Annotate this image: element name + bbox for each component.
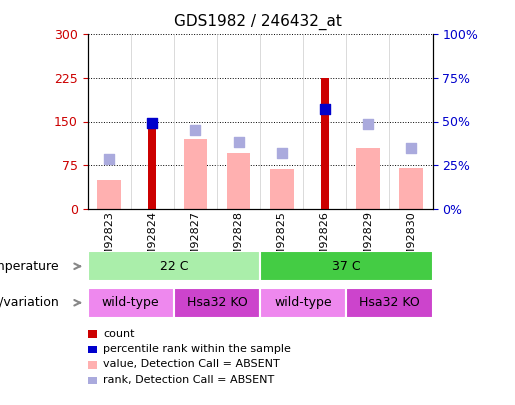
Text: temperature: temperature: [0, 260, 59, 273]
Text: percentile rank within the sample: percentile rank within the sample: [103, 344, 291, 354]
Point: [278, 150, 286, 157]
Bar: [88, 251, 260, 281]
Point: [364, 121, 372, 128]
Text: count: count: [103, 329, 134, 339]
Text: wild-type: wild-type: [274, 296, 332, 309]
Bar: [227, 153, 250, 209]
Text: 22 C: 22 C: [160, 260, 188, 273]
Point: [407, 145, 415, 151]
Bar: [183, 139, 207, 209]
Text: GDS1982 / 246432_at: GDS1982 / 246432_at: [174, 14, 341, 30]
Point: [321, 105, 329, 112]
Bar: [399, 168, 423, 209]
Point: [234, 139, 243, 145]
Text: rank, Detection Call = ABSENT: rank, Detection Call = ABSENT: [103, 375, 274, 385]
Bar: [356, 148, 380, 209]
Bar: [88, 288, 174, 318]
Bar: [270, 169, 294, 209]
Text: genotype/variation: genotype/variation: [0, 296, 59, 309]
Text: wild-type: wild-type: [102, 296, 160, 309]
Text: value, Detection Call = ABSENT: value, Detection Call = ABSENT: [103, 360, 280, 369]
Text: Hsa32 KO: Hsa32 KO: [186, 296, 247, 309]
Point: [105, 156, 113, 162]
Bar: [346, 288, 433, 318]
Bar: [260, 288, 346, 318]
Bar: [321, 78, 329, 209]
Text: 37 C: 37 C: [332, 260, 360, 273]
Point: [148, 119, 157, 126]
Bar: [260, 251, 433, 281]
Text: Hsa32 KO: Hsa32 KO: [359, 296, 420, 309]
Bar: [148, 123, 156, 209]
Bar: [174, 288, 260, 318]
Bar: [97, 179, 121, 209]
Point: [191, 127, 199, 134]
